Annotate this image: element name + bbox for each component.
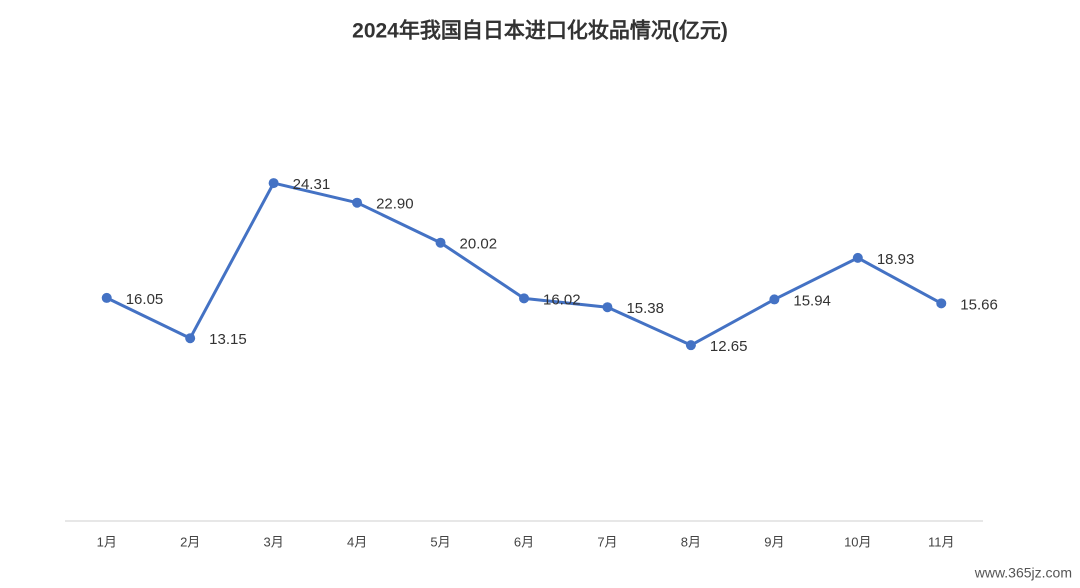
x-tick-label: 6月	[514, 534, 534, 549]
point	[268, 178, 279, 189]
x-tick-label: 2月	[180, 534, 200, 549]
x-tick-label: 3月	[264, 534, 284, 549]
data-label: 16.05	[126, 291, 164, 308]
data-label: 15.94	[793, 292, 831, 309]
data-label: 15.38	[626, 300, 664, 317]
point	[185, 333, 196, 344]
x-tick-label: 7月	[597, 534, 617, 549]
x-tick-label: 9月	[764, 534, 784, 549]
chart-title: 2024年我国自日本进口化妆品情况(亿元)	[352, 19, 728, 43]
point	[352, 197, 363, 208]
data-label: 22.90	[376, 196, 414, 213]
watermark: www.365jz.com	[974, 565, 1072, 581]
point	[602, 302, 613, 313]
point	[769, 294, 780, 305]
data-label: 24.31	[293, 176, 331, 193]
point	[936, 298, 947, 309]
data-label: 12.65	[710, 338, 748, 355]
x-tick-label: 8月	[681, 534, 701, 549]
x-tick-label: 11月	[928, 534, 955, 549]
point	[852, 252, 863, 263]
point	[685, 340, 696, 351]
point	[435, 237, 446, 248]
x-tick-label: 10月	[844, 534, 871, 549]
watermark-bg	[952, 560, 1080, 588]
x-tick-label: 4月	[347, 534, 367, 549]
data-label: 13.15	[209, 331, 247, 348]
data-label: 20.02	[460, 236, 498, 253]
point	[519, 293, 529, 304]
x-tick-label: 1月	[97, 534, 117, 549]
point	[101, 292, 112, 303]
data-label: 16.02	[543, 291, 581, 308]
x-tick-label: 5月	[430, 534, 450, 549]
data-label: 15.66	[960, 296, 998, 313]
data-label: 18.93	[877, 251, 915, 268]
